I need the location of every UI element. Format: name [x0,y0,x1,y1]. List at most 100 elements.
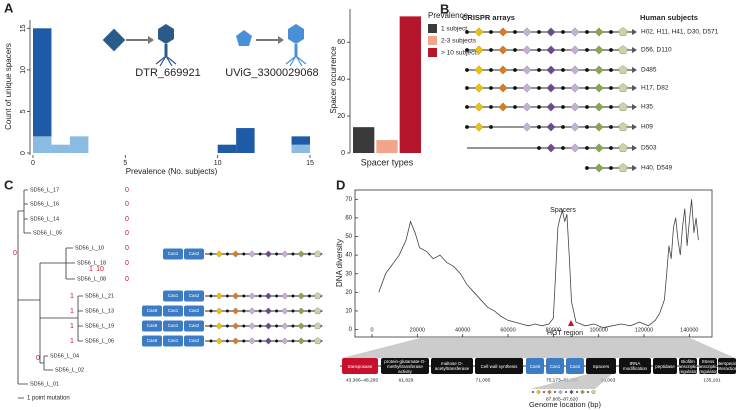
hist-bar [291,136,310,145]
repeat [242,339,246,343]
repeat [585,125,589,129]
y-tick-label: 60 [345,215,352,221]
leader [314,292,322,300]
spacer [248,250,256,258]
spacer [248,337,256,345]
repeat [465,48,469,52]
spacer [474,45,484,55]
repeat [275,294,279,298]
repeat [291,324,295,328]
array-arrow [632,29,637,35]
spacer [546,102,556,112]
cas-gene [163,335,183,347]
y-axis-title: Count of unique spacers [4,43,13,130]
spacer [546,143,556,153]
y-axis-title: Spacer occurrence [329,46,338,114]
repeat [242,294,246,298]
repeat [465,105,469,109]
spacer [232,337,240,345]
leaf-label: SD56_L_17 [30,187,59,193]
coord-label: 87,805–87,620 [546,396,578,402]
cas-gene [163,320,183,332]
gene-box: peptidase [653,358,677,374]
leaf-label: SD56_L_13 [85,308,114,314]
spacer [264,322,272,330]
diversity-line [378,199,699,329]
cas-label: Cas1 [168,338,179,343]
phylo-tree [17,189,83,399]
repeat [258,252,262,256]
cas-gene [184,290,204,302]
y-tick-label: 10 [20,66,27,74]
spacer [546,83,556,93]
mutation-count: 0 [125,201,129,208]
bar [376,140,398,153]
spacer [570,102,580,112]
repeat [489,125,493,129]
repeat [537,86,541,90]
spacer [522,83,532,93]
y-tick-label: 10 [345,309,352,315]
panel-label: B [440,1,449,16]
gene-box: Stress transcription regulator [699,358,717,374]
mutation-count: 0 [125,230,129,237]
repeat [585,86,589,90]
spacer [215,250,223,258]
repeat [258,324,262,328]
mutation-count: 0 [125,216,129,223]
repeat [609,146,613,150]
repeat [242,309,246,313]
phage-name: DTR_669921 [135,67,200,79]
repeat [275,324,279,328]
spacer [546,45,556,55]
annotation: HGT region [547,330,583,337]
array-arrow [632,47,637,53]
legend-swatch [428,24,437,33]
spacer [215,322,223,330]
y-tick-label: 70 [345,197,352,203]
repeat [225,252,229,256]
repeat [307,324,311,328]
coord-label: 71,085 [476,377,491,383]
spacer [522,27,532,37]
gene-box: Biofilm transcription regulator [679,358,697,374]
bar [399,16,421,154]
leaf-label: SD56_L_19 [85,323,114,329]
spacer [594,27,604,37]
spacer [264,337,272,345]
mutation-count: 10 [96,266,104,273]
repeat [585,30,589,34]
spacer [264,292,272,300]
panel-label: D [336,177,345,192]
leaf-label: SD56_L_01 [30,381,59,387]
spacer [232,292,240,300]
hist-bar [217,144,237,153]
legend-label: 1 subject [441,26,467,33]
repeat [465,68,469,72]
x-tick-label: 20000 [410,327,425,333]
repeat [258,309,262,313]
spacer [546,65,556,75]
gene-box: Spacers [586,358,616,374]
cas-label: Cas2 [189,251,200,256]
spacer [264,307,272,315]
gene-box: protein-glutamate-O-methyltransferase ac… [381,358,429,374]
hist-bar [33,28,52,137]
spacer [570,65,580,75]
spacer [522,102,532,112]
repeat [513,68,517,72]
panel-label: A [4,0,14,15]
array-arrow [632,124,637,130]
spacer [248,292,256,300]
spacer [297,307,305,315]
leaf-label: SD56_L_14 [30,216,59,222]
repeat [537,30,541,34]
y-tick-label: 40 [337,76,345,83]
repeat [537,125,541,129]
repeat [585,68,589,72]
repeat [513,30,517,34]
repeat [537,48,541,52]
repeat [225,339,229,343]
cas-gene [184,305,204,317]
repeat [489,86,493,90]
